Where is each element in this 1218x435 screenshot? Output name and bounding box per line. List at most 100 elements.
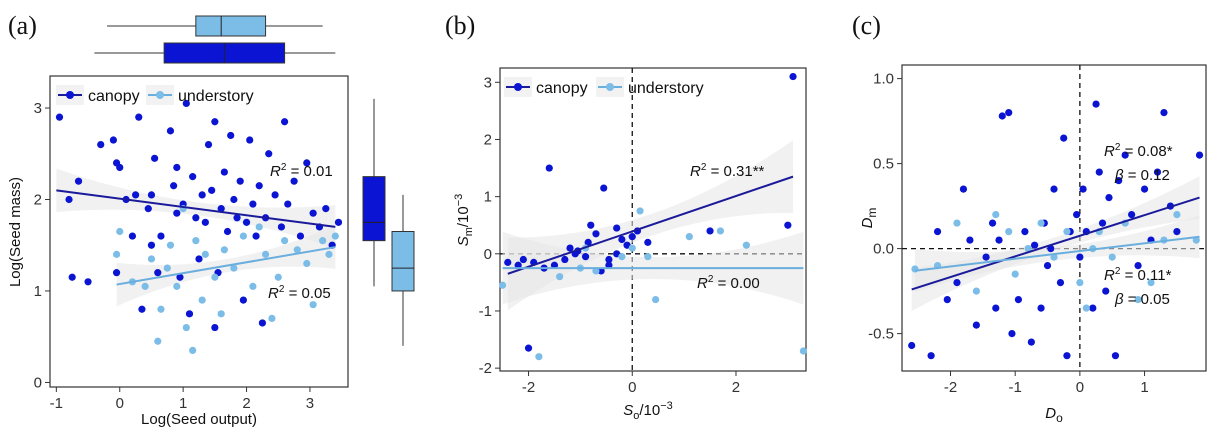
y-tick-label: 1.0 bbox=[873, 71, 894, 88]
canopy-point bbox=[1115, 177, 1123, 185]
canopy-point bbox=[208, 186, 216, 194]
canopy-point bbox=[1043, 262, 1052, 270]
canopy-point bbox=[195, 255, 203, 263]
canopy-point bbox=[290, 177, 298, 185]
understory-point bbox=[1108, 253, 1116, 261]
canopy-point bbox=[1030, 241, 1039, 249]
y-tick-label: 3 bbox=[34, 100, 42, 117]
understory-point bbox=[972, 287, 980, 295]
understory-point bbox=[141, 282, 149, 290]
understory-point bbox=[198, 296, 206, 304]
canopy-point bbox=[1128, 211, 1136, 219]
canopy-point bbox=[1095, 168, 1103, 176]
canopy-point bbox=[1047, 245, 1055, 253]
understory-point bbox=[592, 267, 600, 275]
canopy-point bbox=[271, 191, 279, 199]
legend-key-dot bbox=[514, 83, 522, 91]
canopy-point bbox=[166, 127, 175, 135]
understory-point bbox=[535, 353, 543, 361]
x-tick-label: -1 bbox=[50, 395, 63, 412]
canopy-point bbox=[1102, 287, 1110, 295]
canopy-point bbox=[1073, 211, 1081, 219]
understory-point bbox=[498, 281, 507, 289]
canopy-point bbox=[995, 236, 1003, 244]
understory-point bbox=[636, 207, 644, 215]
understory-point bbox=[255, 223, 263, 231]
canopy-point bbox=[309, 209, 317, 217]
understory-point bbox=[1063, 228, 1071, 236]
canopy-point bbox=[1121, 151, 1129, 159]
canopy-point bbox=[182, 99, 190, 108]
y-axis-title-a: Log(Seed mass) bbox=[7, 177, 24, 287]
y-tick-label: 0.0 bbox=[873, 241, 894, 258]
understory-point bbox=[173, 282, 181, 290]
y-tick-label: -0.5 bbox=[868, 326, 894, 343]
understory-point bbox=[1147, 279, 1155, 287]
x-tick-label: 2 bbox=[732, 379, 740, 396]
canopy-point bbox=[1160, 109, 1168, 117]
canopy-point bbox=[605, 261, 613, 269]
understory-point bbox=[293, 246, 301, 254]
canopy-point bbox=[204, 141, 213, 149]
canopy-point bbox=[147, 241, 156, 249]
understory-point bbox=[154, 337, 162, 345]
legend-key-dot bbox=[606, 83, 614, 91]
canopy-point bbox=[128, 232, 137, 240]
understory-point bbox=[274, 273, 282, 281]
understory-point bbox=[201, 250, 209, 258]
canopy-point bbox=[220, 168, 228, 176]
canopy-point bbox=[74, 177, 83, 185]
canopy-point bbox=[524, 344, 533, 352]
understory-point bbox=[1005, 228, 1013, 236]
stat-annotation: R2 = 0.05 bbox=[268, 284, 331, 302]
understory-point bbox=[249, 282, 257, 290]
canopy-point bbox=[151, 154, 159, 162]
canopy-point bbox=[230, 195, 238, 204]
canopy-point bbox=[65, 195, 73, 204]
canopy-point bbox=[1021, 228, 1029, 236]
stat-annotation: β = 0.05 bbox=[1114, 291, 1170, 308]
y-axis-title-c: Dm bbox=[859, 208, 879, 229]
canopy-point bbox=[628, 233, 636, 241]
understory-point bbox=[239, 232, 247, 240]
x-tick-label: 0 bbox=[1076, 379, 1084, 396]
x-tick-label: -2 bbox=[944, 379, 957, 396]
canopy-point bbox=[953, 279, 961, 287]
legend-label-understory: understory bbox=[178, 88, 254, 105]
canopy-point bbox=[550, 261, 559, 269]
canopy-point bbox=[597, 267, 605, 275]
legend-label-canopy: canopy bbox=[536, 80, 588, 97]
canopy-point bbox=[959, 185, 968, 193]
canopy-point bbox=[908, 341, 916, 350]
canopy-point bbox=[933, 228, 942, 236]
x-tick-label: 0 bbox=[116, 395, 124, 412]
canopy-point bbox=[173, 209, 181, 217]
canopy-point bbox=[233, 214, 241, 222]
canopy-point bbox=[223, 227, 232, 236]
canopy-point bbox=[147, 191, 156, 199]
y-tick-label: 2 bbox=[34, 191, 42, 208]
canopy-point bbox=[613, 224, 621, 232]
canopy-point bbox=[1140, 185, 1149, 193]
understory-point bbox=[220, 246, 228, 254]
canopy-point bbox=[249, 200, 257, 208]
understory-point bbox=[319, 237, 327, 245]
understory-fit-line bbox=[116, 246, 336, 286]
understory-point bbox=[1173, 211, 1181, 219]
understory-point bbox=[1024, 245, 1032, 253]
understory-point bbox=[166, 241, 175, 249]
canopy-point bbox=[144, 205, 152, 213]
canopy-point bbox=[514, 261, 522, 269]
canopy-fit-line bbox=[911, 196, 1200, 291]
stat-annotation: β = 0.12 bbox=[1114, 167, 1170, 184]
boxplot-box bbox=[195, 15, 267, 37]
canopy-point bbox=[998, 112, 1006, 120]
y-tick-label: 3 bbox=[484, 74, 492, 91]
canopy-fit-line bbox=[56, 189, 336, 228]
stat-annotation: R2 = 0.08* bbox=[1104, 142, 1173, 160]
understory-point bbox=[953, 219, 961, 227]
canopy-point bbox=[1153, 168, 1162, 176]
canopy-point bbox=[600, 184, 608, 192]
canopy-point bbox=[217, 205, 225, 213]
